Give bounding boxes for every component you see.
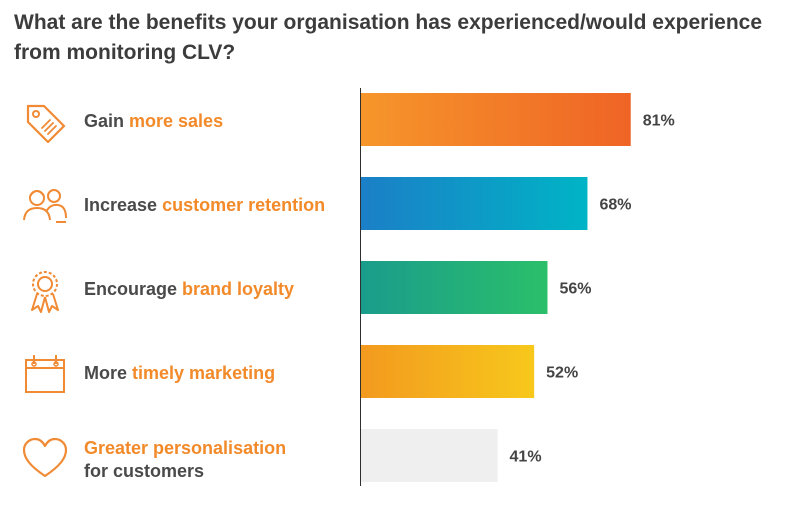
- row-label: Increase customer retention: [84, 194, 354, 217]
- bar-value-label: 41%: [510, 449, 542, 466]
- calendar-icon: [25, 355, 65, 393]
- label-text: Encourage: [84, 279, 183, 299]
- label-line-2: for customers: [84, 461, 205, 481]
- bar-value-label: 68%: [599, 197, 631, 214]
- label-text: More: [84, 363, 133, 383]
- bar: [361, 93, 631, 146]
- price-tag-icon: [26, 104, 66, 144]
- customers-icon: [23, 189, 67, 223]
- row-label: Encourage brand loyalty: [84, 278, 354, 301]
- label-highlight: brand loyalty: [182, 279, 295, 299]
- bar-value-label: 52%: [546, 365, 578, 382]
- chart-title-line-1: What are the benefits your organisation …: [14, 11, 763, 34]
- heart-icon: [22, 437, 68, 478]
- chart-title: What are the benefits your organisation …: [14, 8, 804, 68]
- category-row: Gain more sales: [0, 96, 810, 152]
- label-highlight: more sales: [129, 111, 224, 131]
- category-row: Encourage brand loyalty: [0, 264, 810, 320]
- label-highlight: Greater personalisation: [84, 438, 287, 458]
- bar-value-label: 56%: [559, 281, 591, 298]
- category-row: Increase customer retention: [0, 180, 810, 236]
- row-label: More timely marketing: [84, 362, 354, 385]
- chart-axis-line: [360, 88, 361, 486]
- bar-value-label: 81%: [643, 113, 675, 130]
- chart-title-line-2: from monitoring CLV?: [14, 41, 236, 64]
- bar: [361, 261, 548, 314]
- row-label: Gain more sales: [84, 110, 354, 133]
- category-row: More timely marketing: [0, 348, 810, 404]
- row-label: Greater personalisation for customers: [84, 437, 354, 483]
- bar: [361, 345, 535, 398]
- award-ribbon-icon: [31, 271, 59, 313]
- label-text: Increase: [84, 195, 163, 215]
- bar: [361, 177, 588, 230]
- bar: [361, 429, 498, 482]
- label-highlight: customer retention: [162, 195, 326, 215]
- label-text: Gain: [84, 111, 130, 131]
- category-row: Greater personalisation for customers: [0, 432, 810, 488]
- label-highlight: timely marketing: [132, 363, 276, 383]
